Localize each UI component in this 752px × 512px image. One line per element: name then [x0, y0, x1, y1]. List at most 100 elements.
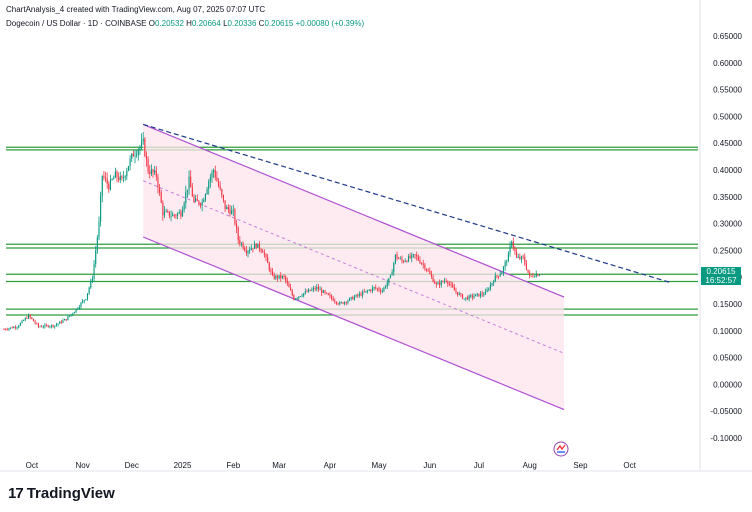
candle-body — [381, 290, 383, 292]
candle-body — [393, 263, 395, 273]
candle-body — [311, 289, 313, 291]
channel-midline — [143, 180, 565, 354]
candle-body — [42, 326, 44, 328]
y-tick-label: 0.60000 — [713, 59, 742, 68]
candle-body — [41, 326, 43, 328]
candle-body — [322, 290, 324, 293]
candle-body — [32, 318, 35, 322]
candle-body — [263, 252, 265, 255]
candle-body — [247, 250, 249, 254]
candle-body — [188, 176, 190, 190]
candle-body — [486, 289, 488, 292]
candle-body — [201, 201, 203, 206]
candle-body — [384, 286, 387, 288]
candle-body — [14, 327, 17, 328]
candle-body — [394, 254, 396, 264]
candle-body — [473, 296, 475, 298]
candle-body — [232, 209, 234, 211]
candle-body — [375, 287, 377, 289]
candle-body — [173, 214, 175, 216]
candle-body — [321, 289, 323, 293]
candle-body — [206, 189, 208, 195]
candle-body — [8, 328, 10, 330]
candle-body — [54, 325, 56, 327]
candle-body — [519, 257, 521, 260]
candle-body — [245, 250, 247, 254]
candle-body — [144, 138, 146, 156]
candle-body — [88, 287, 90, 294]
candle-body — [345, 302, 347, 303]
candle-body — [314, 288, 316, 290]
candle-body — [443, 281, 446, 282]
chart-created-by: ChartAnalysis_4 created with TradingView… — [6, 5, 266, 14]
candle-body — [455, 290, 457, 293]
candle-body — [106, 178, 108, 184]
candle-body — [276, 275, 279, 279]
candle-body — [196, 198, 198, 201]
candle-body — [357, 294, 359, 296]
candle-body — [121, 176, 123, 179]
candle-body — [278, 275, 280, 279]
candle-body — [399, 258, 401, 260]
candle-body — [137, 150, 139, 155]
candle-body — [445, 281, 447, 282]
candle-body — [326, 292, 328, 294]
candle-body — [168, 211, 170, 217]
candle-body — [39, 326, 41, 328]
candle-body — [255, 243, 257, 248]
candle-body — [386, 282, 388, 287]
tradingview-mark-icon: 17 — [8, 485, 24, 502]
candle-body — [227, 207, 229, 210]
candle-body — [458, 293, 460, 295]
candle-body — [425, 268, 428, 271]
candle-body — [509, 245, 511, 254]
y-tick-label: 0.40000 — [713, 166, 742, 175]
candle-body — [496, 275, 498, 277]
candle-body — [507, 253, 509, 262]
candle-body — [309, 289, 311, 291]
candle-body — [19, 323, 21, 326]
candle-body — [275, 275, 277, 279]
candle-body — [296, 298, 298, 299]
candle-body — [172, 214, 174, 217]
candle-body — [324, 290, 326, 293]
y-tick-label: 0.50000 — [713, 112, 742, 121]
candle-body — [529, 272, 531, 276]
x-tick-label: Feb — [226, 461, 240, 470]
candle-body — [432, 276, 434, 282]
symbol-legend: Dogecoin / US Dollar · 1D · COINBASE O0.… — [6, 19, 364, 28]
candle-body — [470, 295, 472, 297]
candle-body — [362, 291, 364, 296]
candle-body — [159, 187, 161, 193]
candle-body — [234, 209, 236, 224]
candle-body — [411, 254, 413, 258]
tradingview-logo[interactable]: 17 TradingView — [8, 485, 115, 502]
candle-body — [204, 194, 207, 200]
y-tick-label: 0.05000 — [713, 354, 742, 363]
candle-body — [60, 321, 62, 323]
candle-body — [98, 221, 100, 238]
candle-body — [335, 301, 338, 304]
candle-body — [167, 211, 169, 213]
candle-body — [334, 300, 336, 302]
candle-body — [532, 275, 534, 277]
candle-body — [139, 146, 141, 151]
open-label: O — [148, 19, 155, 28]
candle-body — [16, 327, 18, 329]
candle-body — [219, 186, 221, 190]
candle-body — [439, 282, 441, 286]
candle-body — [270, 269, 272, 272]
candle-body — [68, 315, 71, 317]
candle-body — [90, 280, 92, 288]
candle-body — [435, 283, 437, 285]
candle-body — [203, 199, 205, 202]
candle-body — [258, 243, 261, 250]
symbol-name[interactable]: Dogecoin / US Dollar · 1D · COINBASE — [6, 19, 147, 28]
candle-body — [512, 241, 514, 248]
candle-body — [358, 293, 360, 296]
candle-body — [447, 281, 449, 284]
candle-body — [493, 281, 495, 284]
candle-body — [72, 313, 74, 315]
candle-body — [160, 192, 162, 203]
